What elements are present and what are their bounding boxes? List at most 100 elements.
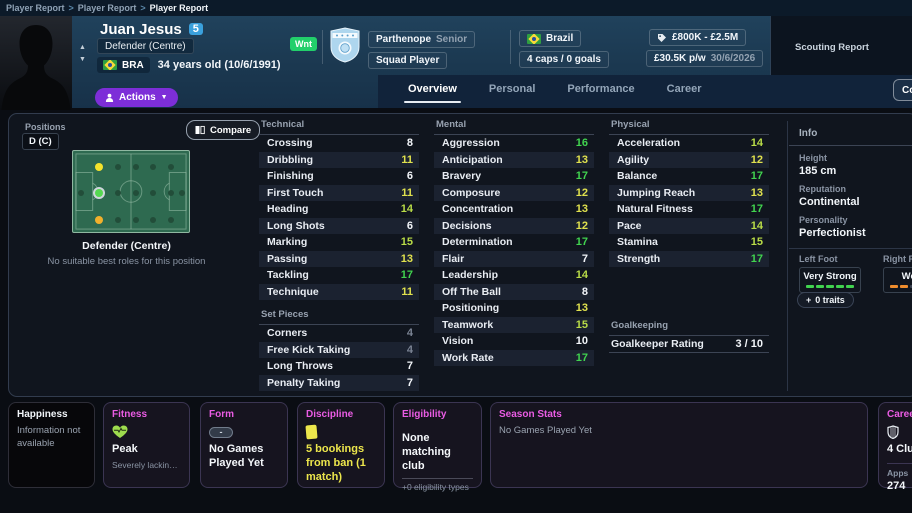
divider <box>789 248 912 249</box>
career-clubs: 4 Clubs <box>887 443 912 455</box>
tab-performance[interactable]: Performance <box>567 83 635 95</box>
left-foot-strength: Very Strong <box>803 271 857 282</box>
club-name-pill[interactable]: Parthenope Senior <box>368 31 476 48</box>
next-player-chevron-icon[interactable]: ▼ <box>79 56 86 63</box>
player-name: Juan Jesus 5 <box>100 21 203 38</box>
left-foot-label: Left Foot <box>799 254 838 264</box>
actions-label: Actions <box>119 92 156 103</box>
info-field-value: 185 cm <box>799 165 837 177</box>
position-dot[interactable] <box>115 216 122 223</box>
discipline-card[interactable]: Discipline 5 bookings from ban (1 match) <box>297 402 385 488</box>
attribute-label: Dribbling <box>267 153 314 166</box>
compare-button[interactable]: Compare <box>186 120 261 140</box>
attribute-row: Acceleration 14 <box>609 135 769 152</box>
info-title: Info <box>789 114 912 146</box>
traits-button[interactable]: + 0 traits <box>797 292 854 308</box>
attribute-label: Free Kick Taking <box>267 343 351 356</box>
attribute-label: Teamwork <box>442 318 494 331</box>
position-dot[interactable] <box>132 163 139 170</box>
position-dot[interactable] <box>132 190 139 197</box>
breadcrumb-item[interactable]: Player Report <box>6 3 65 13</box>
position-dot[interactable] <box>115 163 122 170</box>
position-dot[interactable] <box>168 216 175 223</box>
season-stats-title: Season Stats <box>499 409 562 420</box>
tab-personal[interactable]: Personal <box>488 83 536 95</box>
tab-career[interactable]: Career <box>666 83 702 95</box>
attribute-row: Long Throws 7 <box>259 358 419 375</box>
attribute-label: Vision <box>442 335 474 348</box>
attribute-label: Decisions <box>442 219 492 232</box>
attribute-label: Passing <box>267 252 308 265</box>
fitness-value: Peak <box>112 443 138 455</box>
tab-overview[interactable]: Overview <box>404 80 461 103</box>
actions-button[interactable]: Actions ▼ <box>95 88 178 107</box>
attribute-value: 16 <box>575 137 588 150</box>
attribute-row: Heading 14 <box>259 201 419 218</box>
attribute-value: 13 <box>575 203 588 216</box>
attribute-value: 4 <box>406 343 413 356</box>
transfer-value-pill[interactable]: £800K - £2.5M <box>649 29 747 46</box>
position-dot[interactable] <box>150 163 157 170</box>
brazil-flag-icon <box>103 60 117 70</box>
breadcrumb-item[interactable]: Player Report <box>77 3 137 13</box>
fitness-card[interactable]: Fitness Peak Severely lacking in ... <box>103 402 190 488</box>
position-dot-yellow[interactable] <box>95 162 104 171</box>
form-card[interactable]: Form - No Games Played Yet <box>200 402 288 488</box>
form-capsule-icon: - <box>209 426 233 438</box>
info-field-label: Height <box>799 153 827 163</box>
position-dot[interactable] <box>132 216 139 223</box>
attribute-label: Pace <box>617 219 642 232</box>
attribute-row: First Touch 11 <box>259 184 419 201</box>
attribute-value: 15 <box>575 318 588 331</box>
position-dot[interactable] <box>150 216 157 223</box>
position-dot[interactable] <box>168 190 175 197</box>
attribute-row: Crossing 8 <box>259 135 419 152</box>
position-pitch[interactable] <box>72 150 190 233</box>
right-foot-pill: Weak <box>883 267 912 293</box>
position-dot-selected[interactable] <box>95 189 104 198</box>
attribute-label: Marking <box>267 236 308 249</box>
position-dot[interactable] <box>150 190 157 197</box>
attribute-row: Pace 14 <box>609 217 769 234</box>
foot-strength-bar <box>826 285 834 288</box>
physical-title: Physical <box>609 114 769 135</box>
attribute-row: Aggression 16 <box>434 135 594 152</box>
nation-pill[interactable]: Brazil <box>519 30 582 47</box>
attribute-label: Corners <box>267 327 308 340</box>
foot-strength-bar <box>910 285 912 288</box>
career-stats-card[interactable]: Career Stats 4 Clubs Apps274Gls <box>878 402 912 492</box>
scouting-report-title: Scouting Report <box>795 42 869 53</box>
attribute-row: Finishing 6 <box>259 168 419 185</box>
attribute-value: 10 <box>575 335 588 348</box>
foot-strength-bar <box>890 285 898 288</box>
position-dot[interactable] <box>168 163 175 170</box>
compare-corner-button[interactable]: Co <box>893 79 912 101</box>
traits-label: 0 traits <box>815 295 845 305</box>
happiness-card[interactable]: Happiness Information not available <box>8 402 95 488</box>
compare-icon <box>195 125 205 135</box>
breadcrumb-item[interactable]: Player Report <box>149 3 209 13</box>
club-crest-icon[interactable] <box>330 27 360 68</box>
attribute-value: 8 <box>581 285 588 298</box>
position-dot[interactable] <box>178 190 185 197</box>
divider <box>787 121 788 391</box>
prev-player-chevron-icon[interactable]: ▲ <box>79 44 86 51</box>
position-dot-orange[interactable] <box>95 215 104 224</box>
attribute-label: Anticipation <box>442 153 503 166</box>
attribute-label: Acceleration <box>617 137 681 150</box>
eligibility-card[interactable]: Eligibility None matching club +0 eligib… <box>393 402 482 492</box>
attribute-value: 12 <box>750 153 763 166</box>
attribute-value: 13 <box>575 302 588 315</box>
season-stats-card[interactable]: Season Stats No Games Played Yet <box>490 402 868 488</box>
position-dot[interactable] <box>115 190 122 197</box>
attribute-row: Marking 15 <box>259 234 419 251</box>
goalkeeper-rating-label: Goalkeeper Rating <box>611 338 704 350</box>
attribute-value: 17 <box>750 170 763 183</box>
attribute-row: Bravery 17 <box>434 168 594 185</box>
info-section: Info Height 185 cm Reputation Continental Pe… <box>789 114 912 308</box>
position-dot[interactable] <box>78 190 85 197</box>
left-foot-pill: Very Strong <box>799 267 861 293</box>
overview-panel: Positions D (C) Compare <box>8 113 912 397</box>
plus-icon: + <box>806 295 812 305</box>
info-field-value: Perfectionist <box>799 227 866 239</box>
